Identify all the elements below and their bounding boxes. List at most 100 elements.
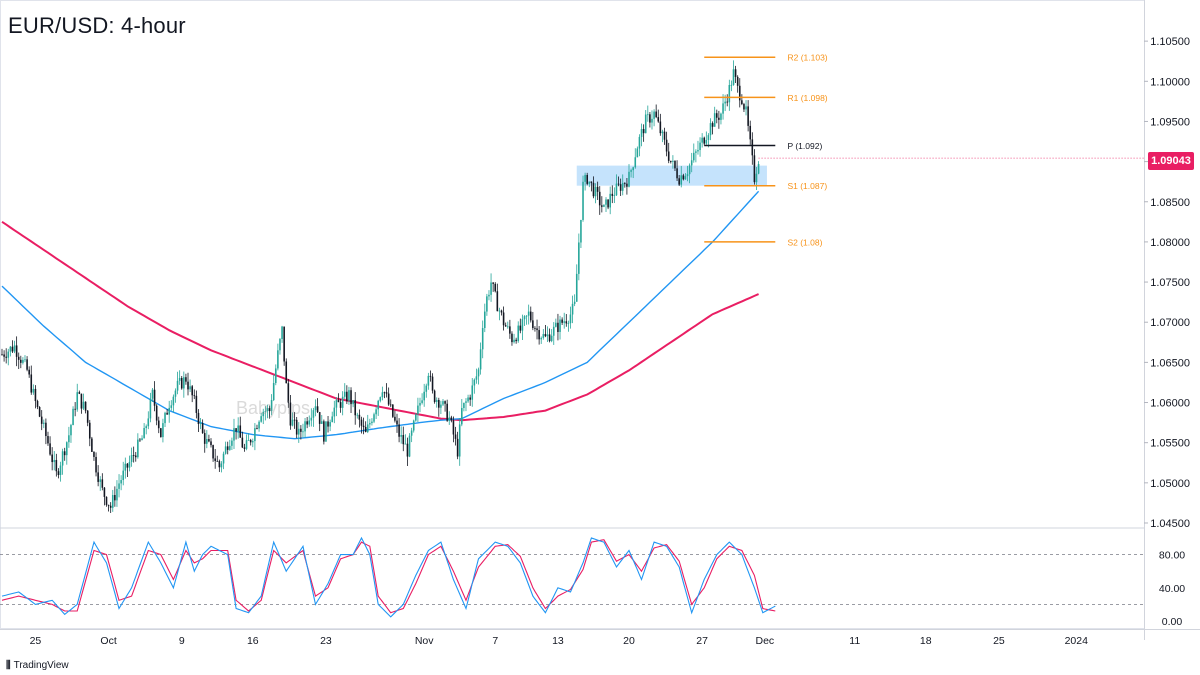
candle-body <box>233 428 235 441</box>
candle-body <box>160 428 162 438</box>
candle-body <box>272 383 275 401</box>
candle-body <box>291 419 294 426</box>
candle-body <box>203 433 206 444</box>
candle-body <box>65 442 68 456</box>
osc-tick-label: 0.00 <box>1162 616 1183 628</box>
candle-body <box>596 186 599 192</box>
tradingview-logo-icon: ⫼ <box>6 660 11 671</box>
candle-body <box>394 416 396 421</box>
candle-body <box>561 319 563 323</box>
candle-body <box>621 182 624 191</box>
candle-body <box>423 391 425 401</box>
candle-body <box>339 402 342 408</box>
candle-body <box>283 326 285 362</box>
candle-body <box>183 377 185 389</box>
candle-body <box>747 106 749 126</box>
candle-body <box>713 113 716 127</box>
candle-body <box>220 463 223 468</box>
candle-body <box>498 310 501 312</box>
candle-body <box>743 104 745 110</box>
candle-body <box>726 101 729 103</box>
y-tick-label: 1.09500 <box>1150 116 1190 128</box>
candle-body <box>17 356 20 360</box>
candle-body <box>153 389 156 406</box>
candle-body <box>582 181 584 220</box>
candle-body <box>557 322 559 332</box>
candle-body <box>333 407 336 417</box>
candle-body <box>162 423 164 438</box>
candle-body <box>590 181 593 183</box>
candle-body <box>247 440 250 441</box>
candle-body <box>151 389 154 399</box>
candle-body <box>385 392 388 394</box>
candle-body <box>312 410 315 418</box>
candle-body <box>745 106 747 110</box>
candle-body <box>475 376 478 380</box>
candle-body <box>84 401 87 411</box>
candle-body <box>180 378 183 389</box>
tradingview-brand-label: TradingView <box>13 660 69 671</box>
candle-body <box>601 205 603 207</box>
candle-body <box>552 326 555 336</box>
candle-body <box>120 480 122 484</box>
candle-body <box>277 350 279 369</box>
candle-body <box>511 333 513 343</box>
candle-body <box>189 386 191 390</box>
candle-body <box>567 323 570 324</box>
candle-body <box>114 495 116 501</box>
candle-body <box>396 420 398 425</box>
candle-body <box>630 170 632 172</box>
candle-body <box>222 453 225 464</box>
candle-body <box>387 393 390 405</box>
y-tick-label: 1.08000 <box>1150 237 1190 249</box>
candle-body <box>134 455 137 458</box>
candle-body <box>302 431 304 433</box>
candle-body <box>218 461 221 468</box>
candle-body <box>692 152 695 161</box>
candle-body <box>320 421 323 424</box>
candle-body <box>281 326 283 339</box>
x-tick-label: 9 <box>179 635 185 647</box>
candle-body <box>40 416 43 424</box>
candle-body <box>274 368 277 384</box>
candle-body <box>586 174 588 184</box>
candle-body <box>226 446 229 450</box>
candle-body <box>318 412 321 424</box>
candle-body <box>611 193 614 196</box>
candle-body <box>34 388 37 402</box>
candle-body <box>348 390 350 402</box>
candle-body <box>504 325 507 327</box>
candle-body <box>653 111 655 119</box>
candle-body <box>506 326 509 328</box>
candle-body <box>145 426 148 429</box>
candle-body <box>473 379 476 386</box>
candle-body <box>523 316 526 320</box>
candle-body <box>461 407 463 425</box>
x-tick-label: 16 <box>247 635 259 647</box>
candle-body <box>59 465 62 475</box>
ma-pink-line <box>1 220 759 422</box>
candle-body <box>375 409 377 415</box>
candle-body <box>705 139 708 144</box>
candle-body <box>101 479 104 488</box>
candle-body <box>734 69 737 77</box>
candle-body <box>672 160 674 162</box>
candle-body <box>392 404 394 417</box>
x-tick-label: 2024 <box>1065 635 1089 647</box>
x-tick-label: 25 <box>30 635 42 647</box>
candle-body <box>406 443 409 457</box>
candle-body <box>529 311 532 321</box>
candle-body <box>429 375 432 377</box>
candle-body <box>300 428 302 432</box>
ma-blue-line <box>1 190 760 440</box>
candle-body <box>425 385 428 392</box>
tradingview-brand[interactable]: ⫼ TradingView <box>6 660 69 671</box>
candle-body <box>580 219 582 243</box>
candle-body <box>415 414 417 421</box>
candle-body <box>690 160 693 166</box>
candle-body <box>701 137 703 143</box>
x-tick-label: Oct <box>100 635 116 647</box>
candle-body <box>279 338 281 351</box>
candle-body <box>329 422 331 427</box>
